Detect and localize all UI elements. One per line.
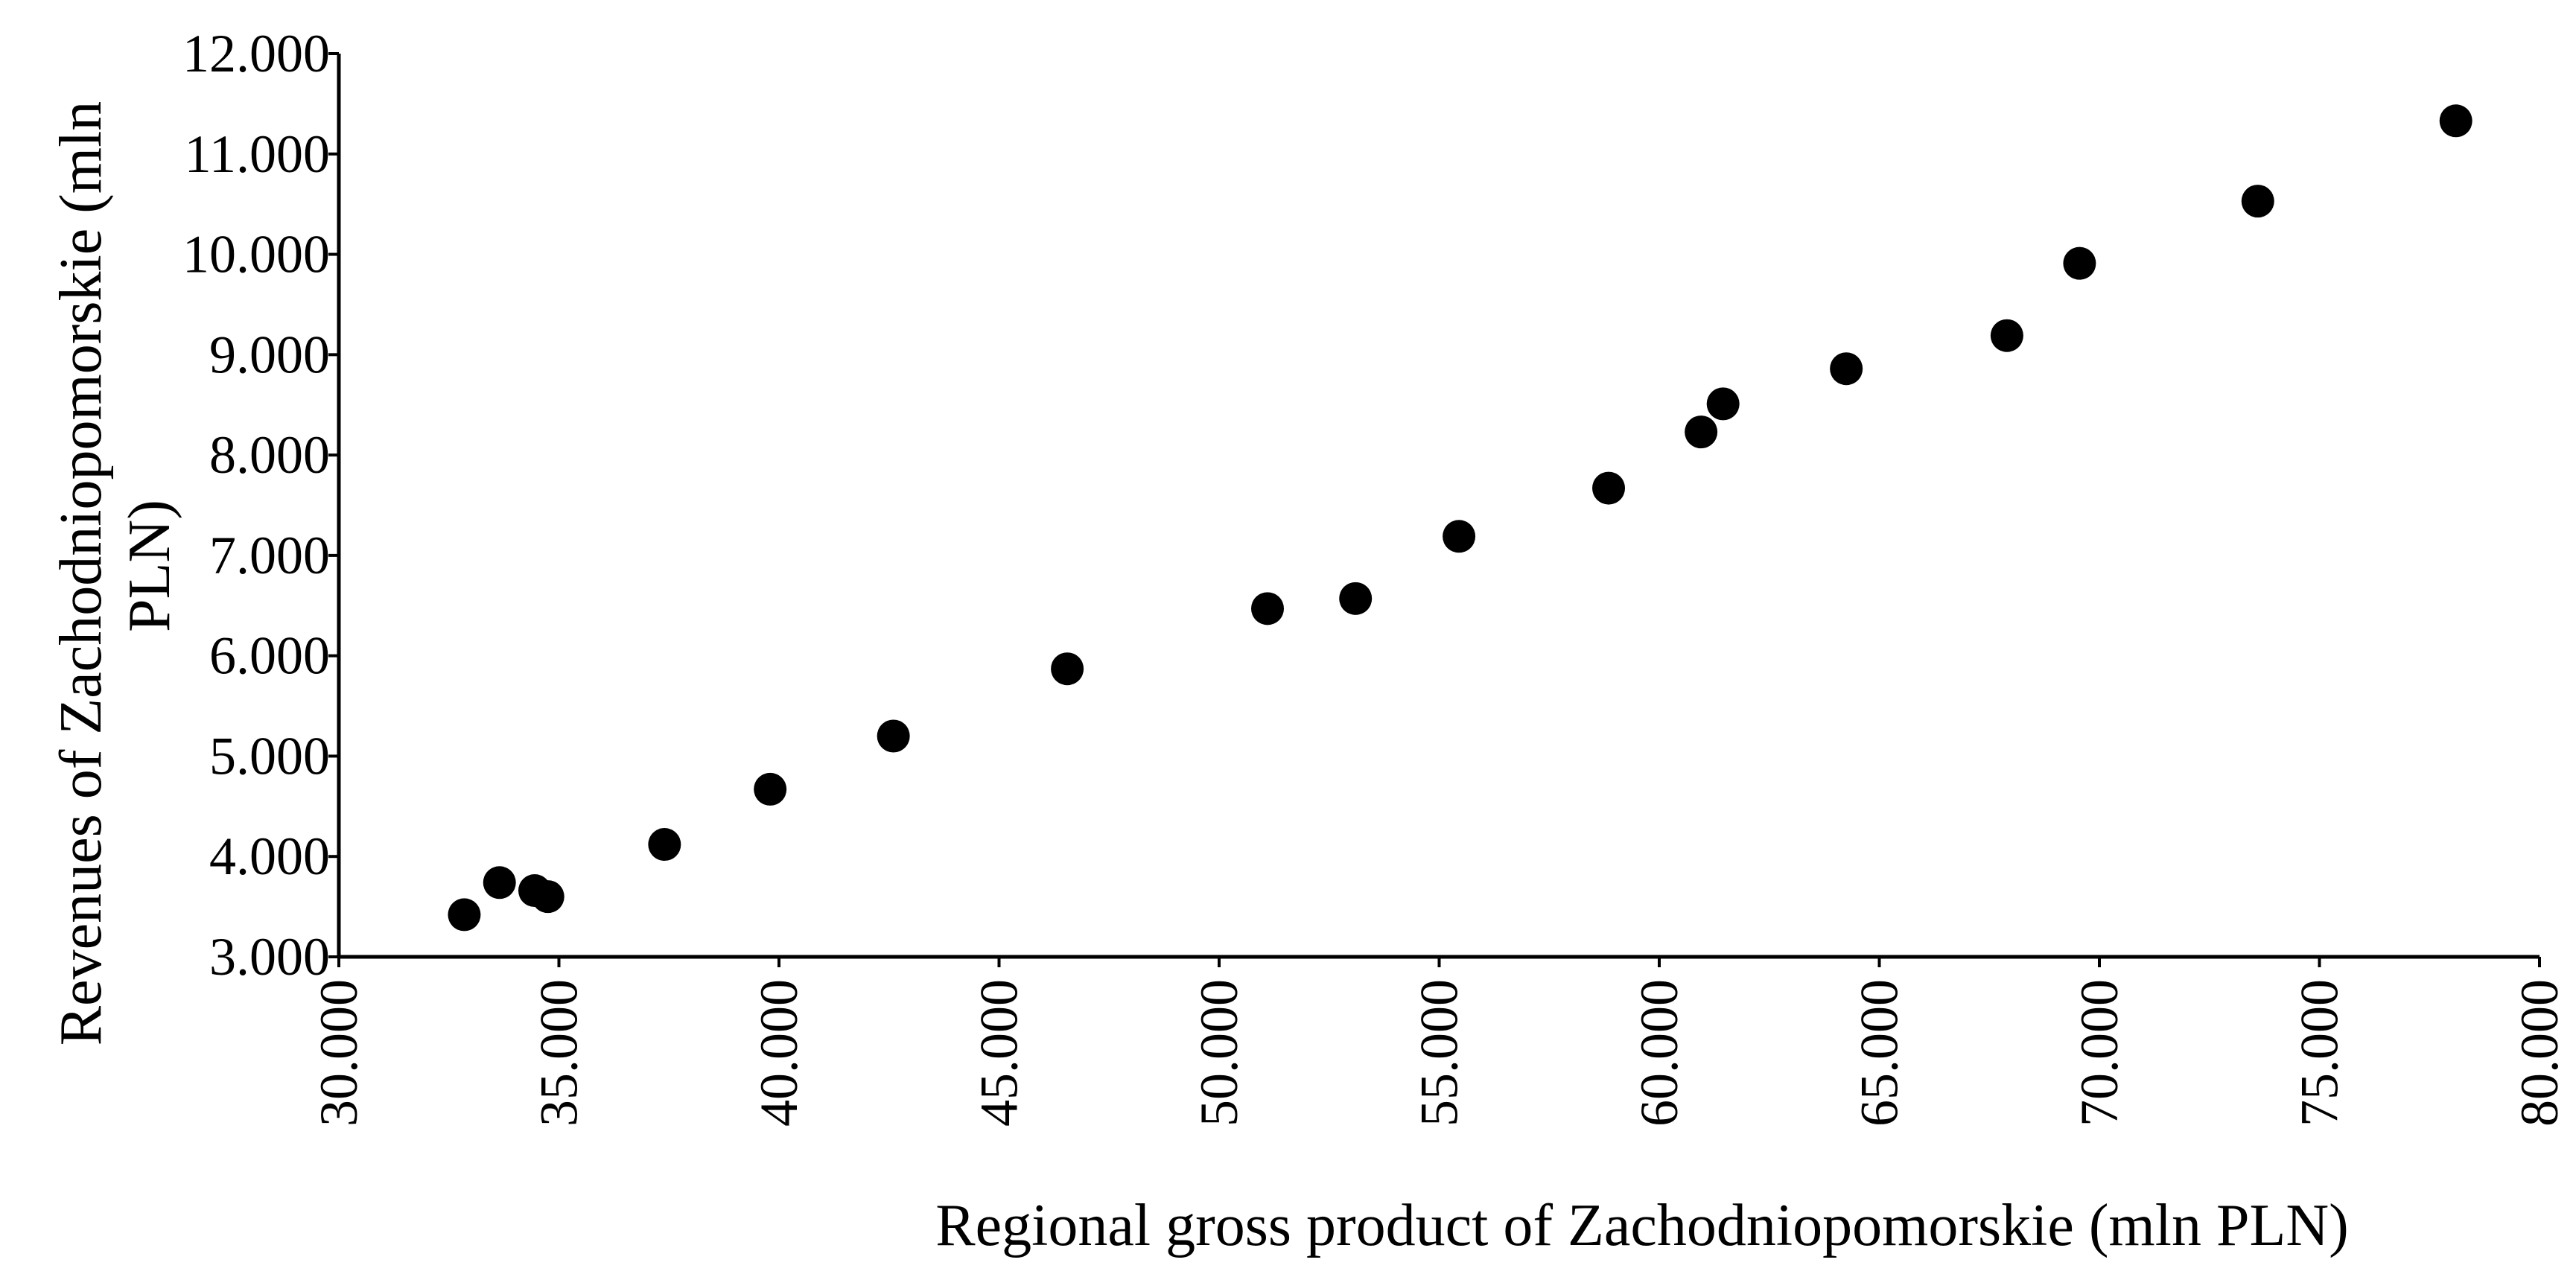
- data-point: [648, 828, 681, 862]
- data-point: [1706, 387, 1740, 421]
- x-tick-label: 75.000: [2290, 979, 2350, 1127]
- x-tick-label: 80.000: [2510, 979, 2569, 1127]
- y-tick-label: 8.000: [209, 425, 330, 485]
- data-point: [448, 898, 481, 932]
- x-tick-label: 70.000: [2070, 979, 2129, 1127]
- data-points: [448, 104, 2472, 932]
- y-axis-title-line-2: PLN): [117, 500, 182, 632]
- data-point: [1830, 352, 1863, 386]
- data-point: [531, 880, 565, 914]
- y-tick-label: 6.000: [209, 626, 330, 686]
- y-axis-ticks: 3.000 4.000 5.000 6.000 7.000 8.000 9.000 10.00…: [182, 24, 339, 987]
- y-tick-label: 10.000: [182, 225, 330, 284]
- x-axis-ticks: 30.000 35.000 40.000 45.000 50.000 55.000 60.0…: [309, 957, 2569, 1127]
- y-tick-label: 4.000: [209, 827, 330, 886]
- data-point: [2063, 246, 2096, 280]
- y-tick-label: 11.000: [185, 124, 330, 184]
- y-axis-title-line-1: Revenues of Zachodniopomorskie (mln: [48, 101, 114, 1046]
- data-point: [1339, 582, 1373, 615]
- x-tick-label: 60.000: [1629, 979, 1689, 1127]
- y-axis-title: Revenues of Zachodniopomorskie (mln PLN): [48, 86, 182, 1046]
- data-point: [1443, 520, 1476, 553]
- data-point: [754, 772, 787, 806]
- x-tick-label: 50.000: [1189, 979, 1249, 1127]
- data-point: [1990, 319, 2023, 352]
- x-tick-label: 40.000: [749, 979, 809, 1127]
- data-point: [2241, 185, 2274, 218]
- data-point: [1251, 592, 1285, 625]
- data-point: [1051, 652, 1084, 686]
- y-tick-label: 9.000: [209, 325, 330, 384]
- x-tick-label: 45.000: [970, 979, 1029, 1127]
- y-tick-label: 12.000: [182, 24, 330, 83]
- x-tick-label: 35.000: [529, 979, 589, 1127]
- data-point: [483, 866, 516, 899]
- x-axis-title: Regional gross product of Zachodniopomor…: [935, 1193, 2348, 1258]
- data-point: [1592, 471, 1626, 505]
- data-point: [1685, 415, 1718, 449]
- y-tick-label: 5.000: [209, 726, 330, 786]
- y-tick-label: 7.000: [209, 526, 330, 585]
- y-tick-label: 3.000: [209, 927, 330, 987]
- x-tick-label: 65.000: [1850, 979, 1909, 1127]
- x-tick-label: 30.000: [309, 979, 369, 1127]
- x-tick-label: 55.000: [1410, 979, 1469, 1127]
- data-point: [877, 719, 910, 753]
- data-point: [2439, 104, 2472, 138]
